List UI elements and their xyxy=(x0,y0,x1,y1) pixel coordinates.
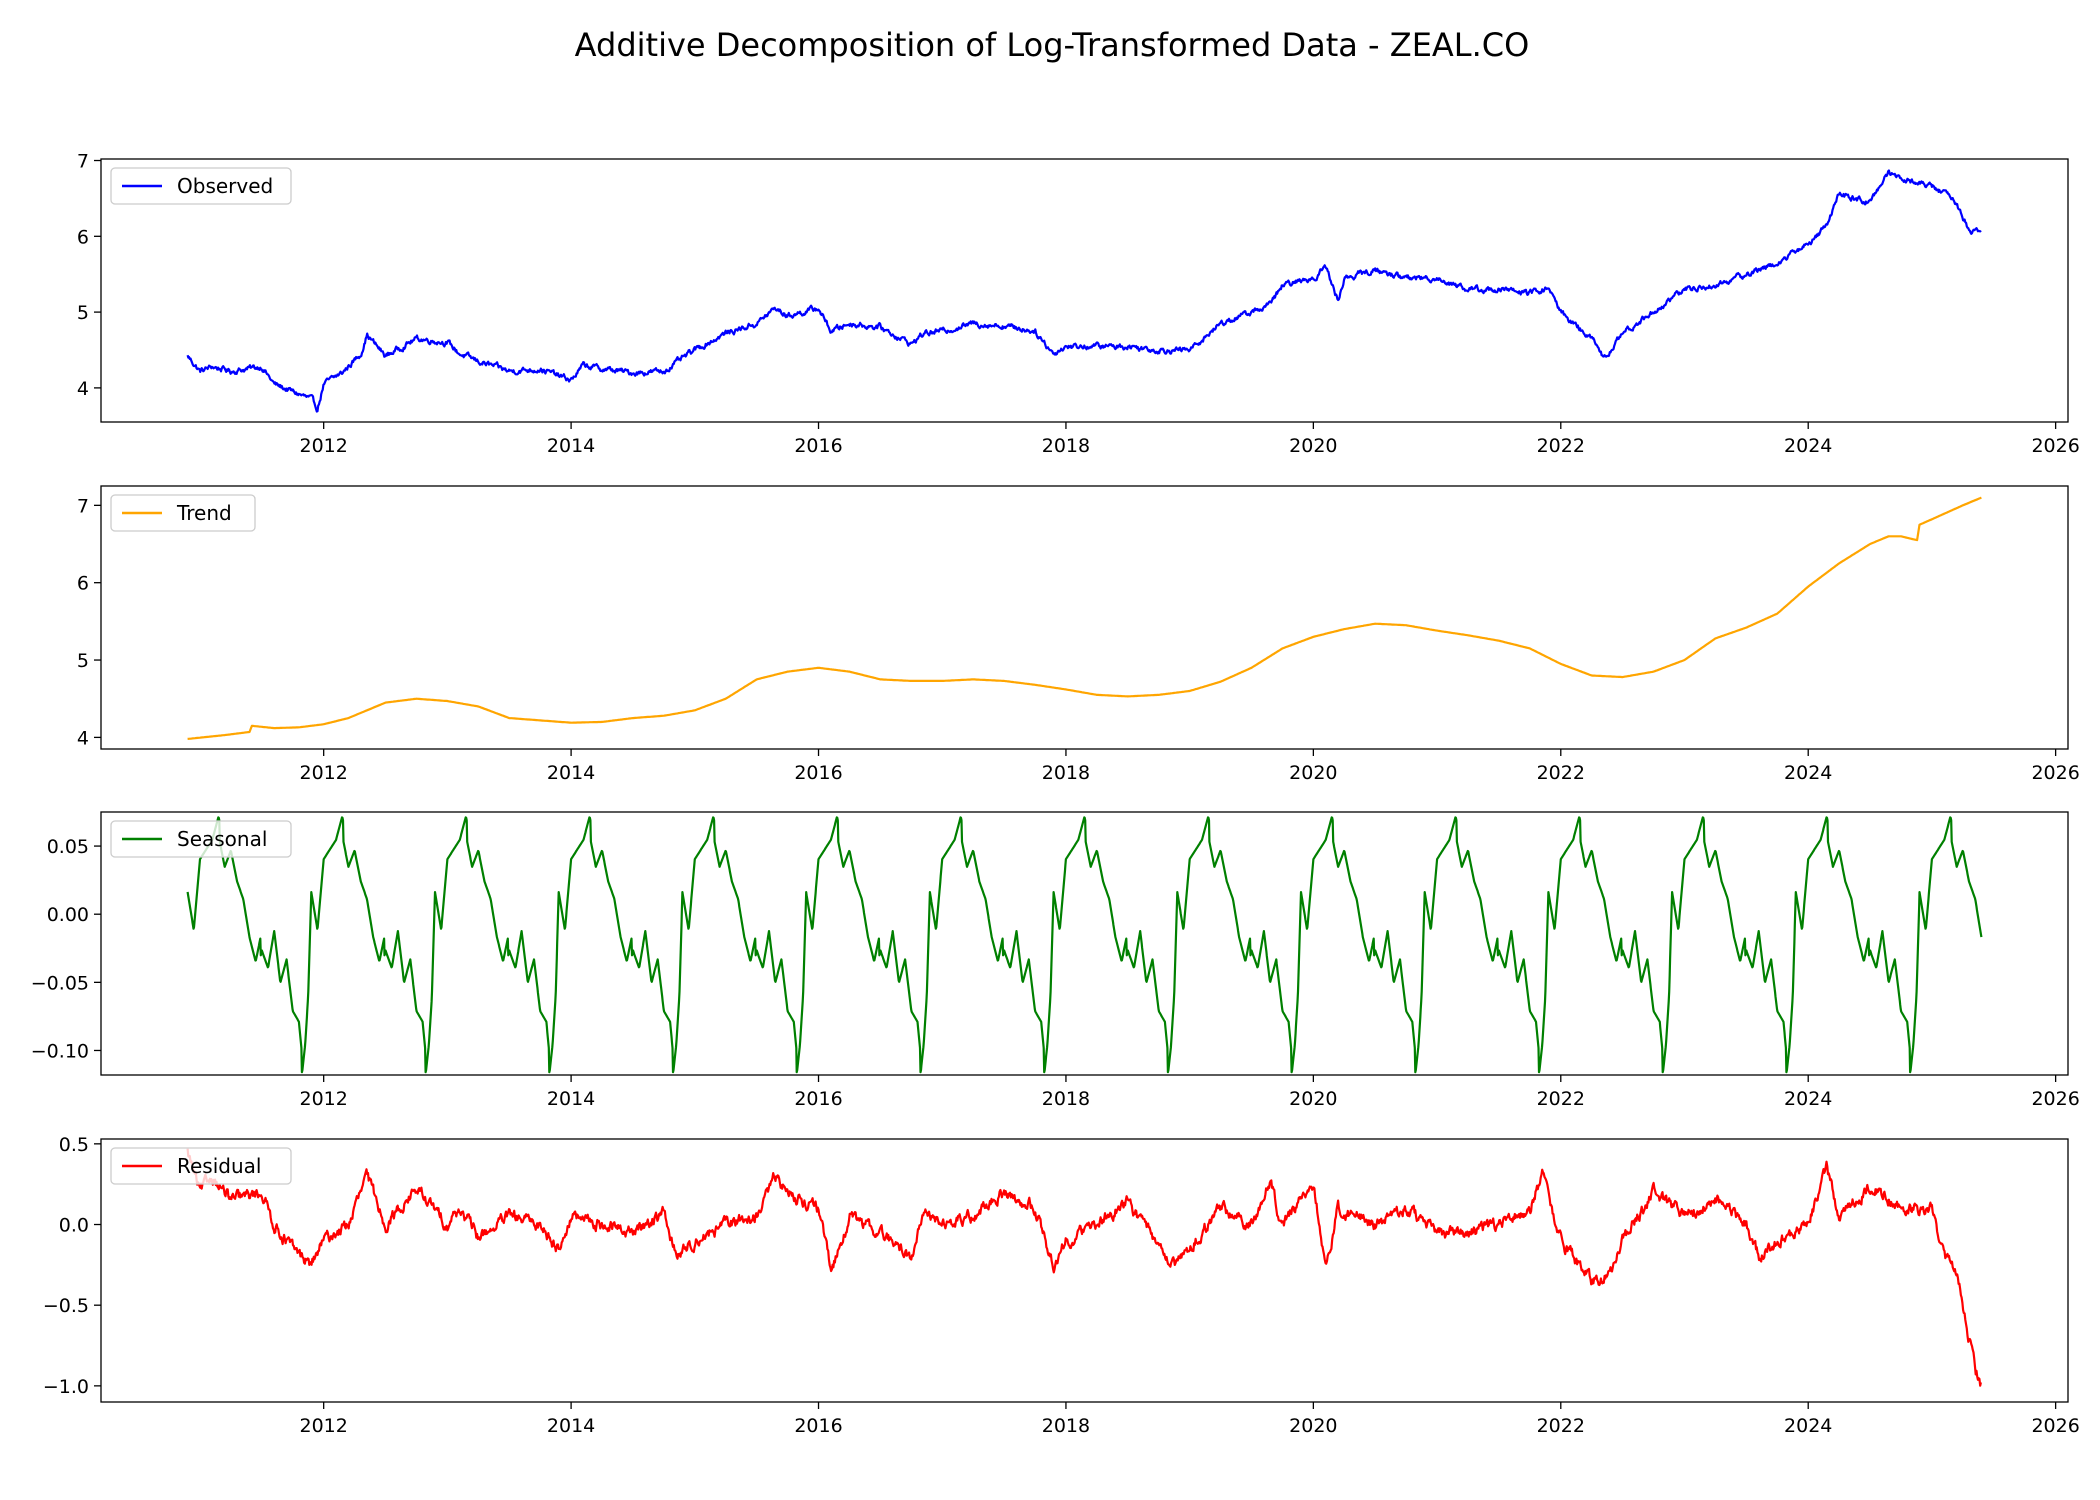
legend-label: Observed xyxy=(177,174,273,198)
y-tick-label: 6 xyxy=(77,573,89,595)
panel-residual: 2012 2014 2016 2018 2020 2022 2024 2026 −1.0 −0.5… xyxy=(43,1134,2080,1437)
panel-observed: 2012 2014 2016 2018 2020 2022 2024 2026 4 5 6 7 Obse… xyxy=(77,151,2080,457)
x-tick-label: 2020 xyxy=(1289,1088,1337,1110)
series-line-seasonal xyxy=(186,816,1983,1074)
x-tick-label: 2014 xyxy=(547,762,595,784)
y-tick-label: 4 xyxy=(77,727,89,749)
x-tick-label: 2016 xyxy=(794,1088,842,1110)
axes-frame xyxy=(100,1138,2069,1403)
legend-label: Residual xyxy=(177,1154,261,1178)
x-tick-label: 2016 xyxy=(794,762,842,784)
x-tick-label: 2014 xyxy=(547,435,595,457)
y-tick-label: −0.5 xyxy=(43,1295,89,1317)
y-tick-label: 0.0 xyxy=(59,1215,89,1237)
series-line-residual xyxy=(186,1148,1982,1387)
x-tick-label: 2026 xyxy=(2031,762,2079,784)
axes-frame xyxy=(100,485,2069,750)
y-tick-label: 0.00 xyxy=(47,904,89,926)
panel-trend: 2012 2014 2016 2018 2020 2022 2024 2026 4 5 6 7 Tren… xyxy=(77,485,2080,784)
legend-label: Trend xyxy=(176,501,232,525)
figure-title: Additive Decomposition of Log-Transforme… xyxy=(575,26,1530,64)
x-tick-label: 2020 xyxy=(1289,435,1337,457)
y-tick-label: 0.05 xyxy=(47,836,89,858)
x-tick-label: 2014 xyxy=(547,1088,595,1110)
x-tick-label: 2026 xyxy=(2031,1088,2079,1110)
y-tick-label: 6 xyxy=(77,226,89,248)
x-tick-label: 2024 xyxy=(1784,1088,1832,1110)
x-tick-label: 2024 xyxy=(1784,435,1832,457)
panel-seasonal: 2012 2014 2016 2018 2020 2022 2024 2026 −0.10 −0.… xyxy=(31,811,2080,1110)
legend: Residual xyxy=(110,1147,292,1185)
axes-frame xyxy=(100,811,2069,1076)
legend-box xyxy=(110,167,292,205)
x-tick-label: 2020 xyxy=(1289,1415,1337,1437)
axes-frame xyxy=(100,158,2069,423)
x-tick-label: 2026 xyxy=(2031,435,2079,457)
series-line-observed xyxy=(186,169,1982,413)
x-tick-label: 2016 xyxy=(794,1415,842,1437)
series-line-trend xyxy=(187,496,1982,740)
x-tick-label: 2014 xyxy=(547,1415,595,1437)
x-tick-label: 2018 xyxy=(1042,1415,1090,1437)
x-tick-label: 2020 xyxy=(1289,762,1337,784)
x-tick-label: 2024 xyxy=(1784,762,1832,784)
x-tick-label: 2022 xyxy=(1537,435,1585,457)
x-tick-label: 2018 xyxy=(1042,762,1090,784)
y-tick-label: 5 xyxy=(77,302,89,324)
panels-container: 2012 2014 2016 2018 2020 2022 2024 2026 4 5 6 7 Obse… xyxy=(31,151,2080,1437)
y-tick-label: −0.05 xyxy=(31,972,89,994)
legend-label: Seasonal xyxy=(177,827,267,851)
x-tick-label: 2022 xyxy=(1537,1415,1585,1437)
x-tick-label: 2012 xyxy=(299,762,347,784)
legend: Trend xyxy=(110,494,256,532)
x-tick-label: 2026 xyxy=(2031,1415,2079,1437)
y-tick-label: −0.10 xyxy=(31,1040,89,1062)
legend: Seasonal xyxy=(110,820,292,858)
x-tick-label: 2022 xyxy=(1537,762,1585,784)
x-tick-label: 2012 xyxy=(299,1088,347,1110)
y-tick-label: −1.0 xyxy=(43,1376,89,1398)
x-tick-label: 2022 xyxy=(1537,1088,1585,1110)
y-tick-label: 4 xyxy=(77,378,89,400)
y-tick-label: 0.5 xyxy=(59,1134,89,1156)
legend-box xyxy=(110,1147,292,1185)
x-tick-label: 2018 xyxy=(1042,435,1090,457)
y-tick-label: 7 xyxy=(77,495,89,517)
x-tick-label: 2016 xyxy=(794,435,842,457)
x-tick-label: 2012 xyxy=(299,435,347,457)
legend: Observed xyxy=(110,167,292,205)
legend-box xyxy=(110,820,292,858)
x-tick-label: 2012 xyxy=(299,1415,347,1437)
legend-box xyxy=(110,494,256,532)
y-tick-label: 5 xyxy=(77,650,89,672)
y-tick-label: 7 xyxy=(77,151,89,173)
x-tick-label: 2024 xyxy=(1784,1415,1832,1437)
x-tick-label: 2018 xyxy=(1042,1088,1090,1110)
